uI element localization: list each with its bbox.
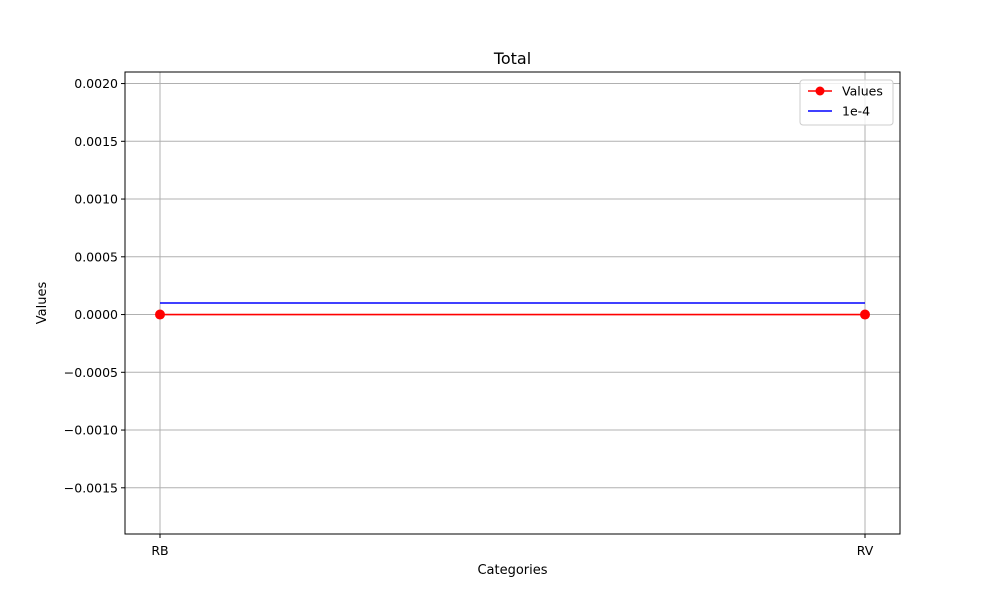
y-tick-label: −0.0015 bbox=[64, 480, 118, 495]
series-layer bbox=[155, 302, 870, 320]
axes: −0.0015 −0.0010 −0.0005 0.0000 0.0005 0.0010 0… bbox=[64, 76, 874, 558]
y-tick-label: 0.0020 bbox=[74, 76, 118, 91]
series-point bbox=[155, 309, 165, 320]
y-axis-label: Values bbox=[35, 282, 50, 325]
y-tick-label: 0.0015 bbox=[74, 134, 118, 149]
x-tick-label: RB bbox=[151, 543, 168, 558]
y-tick-label: 0.0005 bbox=[74, 249, 118, 264]
y-tick-label: 0.0010 bbox=[74, 192, 118, 207]
plot-frame bbox=[124, 71, 901, 535]
y-tick-label: 0.0000 bbox=[74, 307, 118, 322]
legend-label: Values bbox=[842, 84, 883, 99]
legend-swatch-marker bbox=[815, 86, 825, 96]
y-tick-label: −0.0010 bbox=[64, 423, 118, 438]
series-point bbox=[860, 309, 870, 320]
x-axis-label: Categories bbox=[477, 563, 547, 578]
legend: Values 1e-4 bbox=[799, 79, 894, 126]
legend-label: 1e-4 bbox=[842, 104, 870, 119]
chart-title: Total bbox=[493, 49, 531, 68]
x-tick-label: RV bbox=[857, 543, 874, 558]
y-tick-label: −0.0005 bbox=[64, 365, 118, 380]
